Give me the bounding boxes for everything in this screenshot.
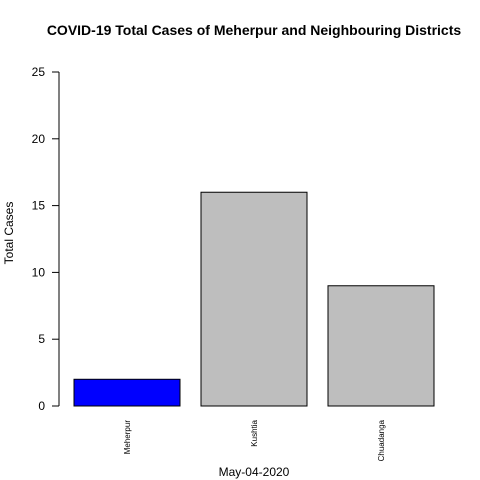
y-tick-label: 10 [32,265,46,279]
bars-group [73,191,435,407]
y-tick-label: 15 [32,199,46,213]
x-category-label: Chuadanga [377,419,386,461]
x-category-label: Meherpur [123,420,132,455]
category-labels: Meherpur Kushtia Chuadanga [123,419,386,461]
y-tick-label: 0 [38,399,45,413]
y-axis: 0 5 10 15 20 25 [32,65,60,413]
y-tick-label: 25 [32,65,46,79]
bar-meherpur [73,378,181,407]
bar-kushtia [200,191,308,407]
bar-chuadanga [327,285,435,407]
y-tick-label: 20 [32,132,46,146]
y-tick-label: 5 [38,332,45,346]
chart-title: COVID-19 Total Cases of Meherpur and Nei… [47,22,462,38]
x-category-label: Kushtia [250,419,259,446]
x-axis-label: May-04-2020 [219,465,290,479]
y-axis-label: Total Cases [2,202,16,265]
